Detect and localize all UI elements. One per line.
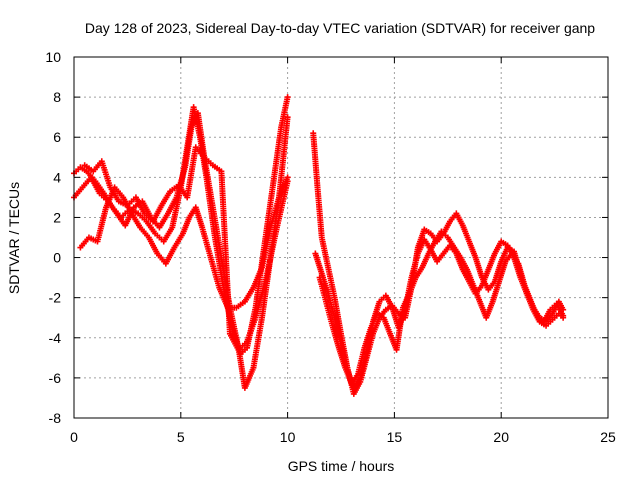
x-axis-title: GPS time / hours: [288, 458, 395, 474]
series-track-g: [316, 228, 567, 387]
series-track-e: [310, 130, 567, 397]
x-tick-label: 15: [387, 429, 403, 445]
y-tick-label: -6: [49, 370, 62, 386]
y-tick-label: 4: [53, 169, 61, 185]
y-tick-label: 2: [53, 209, 61, 225]
x-tick-label: 10: [280, 429, 296, 445]
y-tick-label: 6: [53, 129, 61, 145]
data-point: [560, 312, 567, 319]
y-tick-label: 10: [45, 49, 61, 65]
data-point: [284, 94, 291, 101]
y-axis-title: SDTVAR / TECUs: [6, 182, 22, 294]
y-tick-label: -8: [49, 410, 62, 426]
y-tick-label: -4: [49, 330, 62, 346]
y-tick-label: -2: [49, 290, 62, 306]
y-tick-label: 0: [53, 250, 61, 266]
chart-title: Day 128 of 2023, Sidereal Day-to-day VTE…: [85, 20, 595, 36]
x-tick-label: 5: [177, 429, 185, 445]
x-tick-label: 0: [70, 429, 78, 445]
x-tick-label: 25: [600, 429, 616, 445]
data-points: [71, 94, 567, 397]
plot-frame: [73, 56, 609, 419]
data-point: [284, 178, 291, 185]
grid: [74, 57, 608, 418]
x-tick-label: 20: [493, 429, 509, 445]
series-track-f: [312, 236, 567, 391]
axes: 0 5 10 15 20 25 -8 -6 -4 -2 0 2 4 6 8 10: [45, 49, 616, 445]
series-track-d: [81, 144, 291, 353]
data-point: [284, 114, 291, 121]
y-tick-label: 8: [53, 89, 61, 105]
